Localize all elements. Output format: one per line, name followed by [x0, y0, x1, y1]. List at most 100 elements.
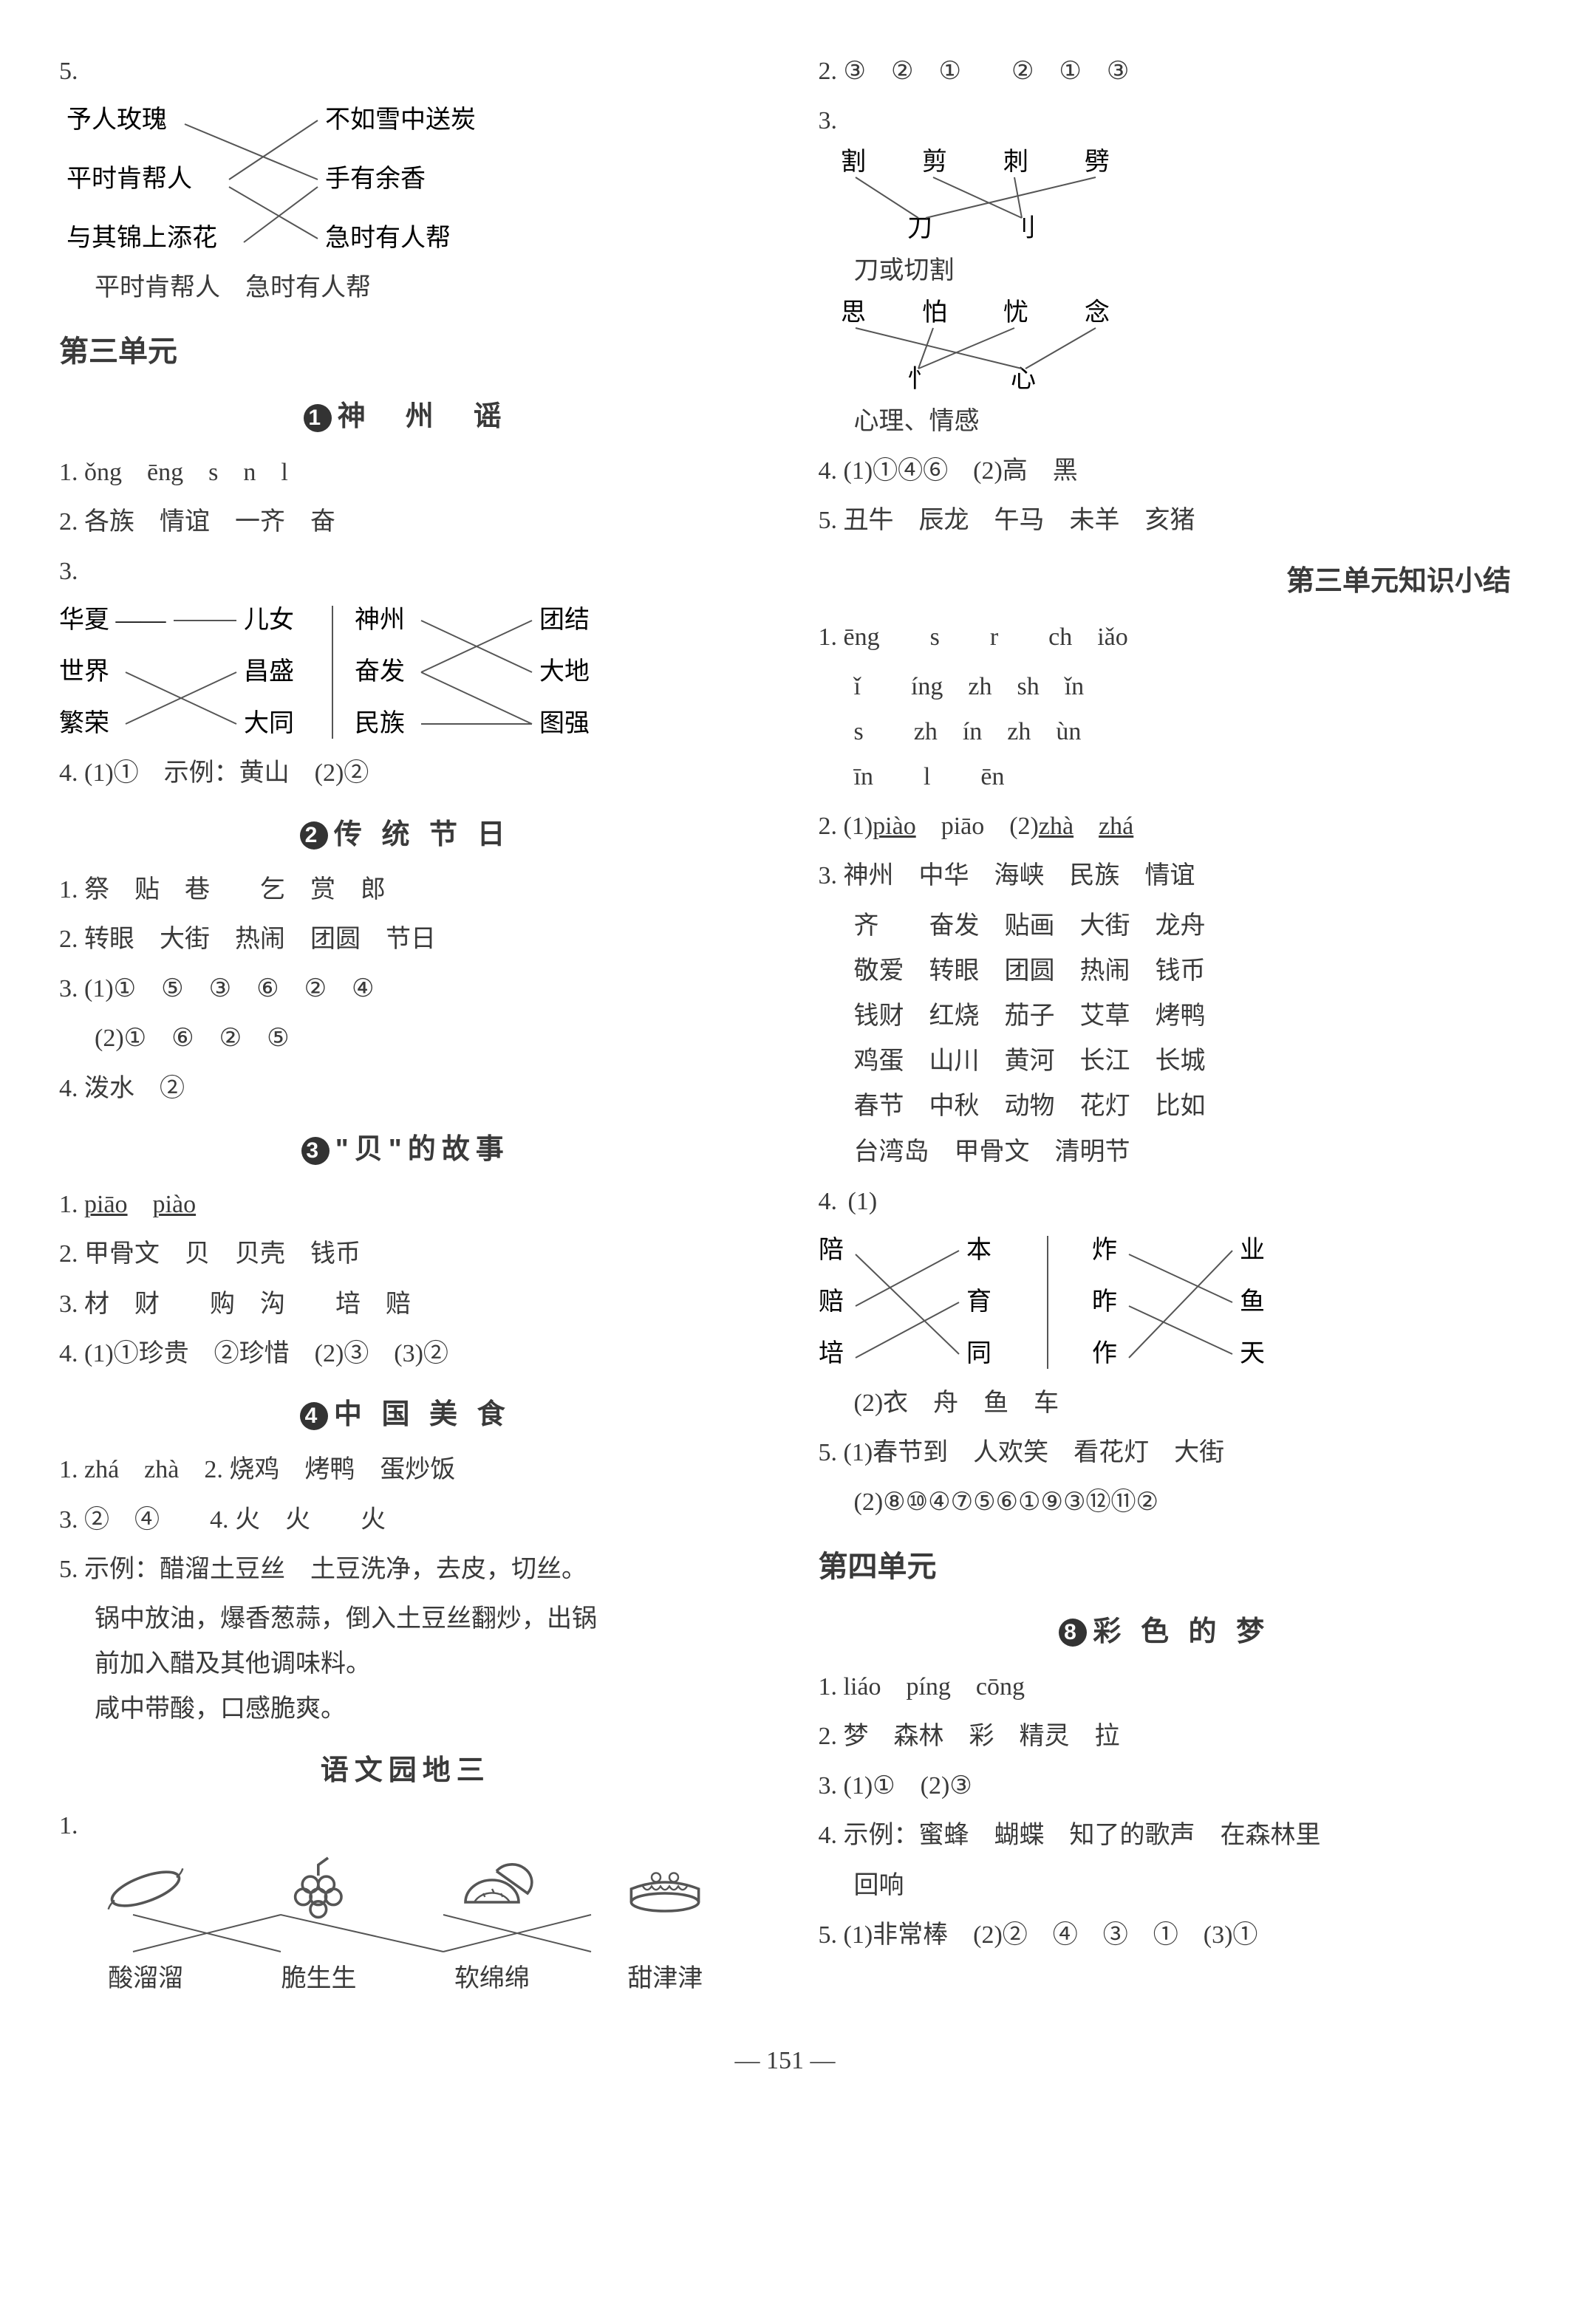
badge-2: 2 — [300, 821, 328, 850]
r-q2: 2. ③ ② ① ② ① ③ — [819, 49, 1512, 94]
svg-text:华夏 ——: 华夏 —— — [59, 606, 166, 634]
s2-q1: 1. 祭 贴 巷 乞 赏 郎 — [59, 867, 752, 912]
s4-q5b: 锅中放油，爆香葱蒜，倒入土豆丝翻炒，出锅 — [59, 1596, 752, 1641]
sum-q3r2: 齐 奋发 贴画 大街 龙舟 — [819, 903, 1512, 949]
s1-cross-diagram: 华夏 —— 儿女 世界 昌盛 繁荣 大同 神州 团结 奋发 大地 民族 图强 — [59, 598, 665, 746]
left-column: 5. 予人玫瑰 不如雪中送炭 平时肯帮人 手有余香 与其锦上添花 急时有人帮 平… — [59, 44, 752, 2009]
svg-text:鱼: 鱼 — [1240, 1288, 1265, 1316]
svg-text:陪: 陪 — [819, 1236, 844, 1264]
svg-text:与其锦上添花: 与其锦上添花 — [66, 224, 217, 252]
food-label: 脆生生 — [281, 1956, 357, 2001]
sum-q4: 4.(1) 陪 本 赔 育 培 同 炸 业 昨 鱼 作 天 — [819, 1179, 1512, 1426]
radical-meaning-2: 心理、情感 — [819, 399, 1512, 444]
badge-3: 3 — [301, 1137, 330, 1165]
svg-text:刺: 刺 — [1003, 148, 1028, 176]
svg-text:儿女: 儿女 — [244, 606, 294, 634]
s8-q1: 1. liáo píng cōng — [819, 1664, 1512, 1709]
s2-q4: 4. 泼水 ② — [59, 1066, 752, 1111]
section-2-title: 2传 统 节 日 — [59, 810, 752, 860]
svg-text:念: 念 — [1085, 298, 1110, 327]
svg-text:繁荣: 繁荣 — [59, 709, 109, 737]
s8-q4a: 4. 示例：蜜蜂 蝴蝶 知了的歌声 在森林里 — [819, 1813, 1512, 1858]
r-q4: 4. (1)①④⑥ (2)高 黑 — [819, 448, 1512, 493]
svg-text:民族: 民族 — [355, 709, 405, 737]
sum-q2: 2. (1)piào piāo (2)zhà zhá — [819, 804, 1512, 849]
s4-q1: 1. zhá zhà 2. 烧鸡 烤鸭 蛋炒饭 — [59, 1447, 752, 1492]
section-1-title: 1神 州 谣 — [59, 392, 752, 442]
svg-text:忧: 忧 — [1003, 298, 1028, 327]
s8-q5: 5. (1)非常棒 (2)② ④ ③ ① (3)① — [819, 1913, 1512, 1958]
s3-q1: 1. piāo piào — [59, 1182, 752, 1227]
svg-text:世界: 世界 — [59, 658, 109, 686]
svg-text:同: 同 — [966, 1340, 992, 1367]
s8-q4b: 回响 — [819, 1863, 1512, 1908]
s3-q4: 4. (1)①珍贵 ②珍惜 (2)③ (3)② — [59, 1331, 752, 1376]
svg-text:图强: 图强 — [539, 710, 590, 737]
svg-text:劈: 劈 — [1085, 148, 1110, 176]
food-label: 软绵绵 — [454, 1956, 530, 2001]
svg-text:育: 育 — [966, 1288, 992, 1316]
svg-text:作: 作 — [1092, 1340, 1117, 1367]
unit4-title: 第四单元 — [819, 1540, 1512, 1593]
svg-text:本: 本 — [966, 1236, 992, 1264]
sum-q1r2: ǐ íng zh sh ǐn — [819, 664, 1512, 709]
svg-text:赔: 赔 — [819, 1288, 844, 1316]
radical-diagram-1: 割 剪 刺 劈 刀 刂 — [819, 148, 1188, 244]
food-label: 酸溜溜 — [108, 1956, 183, 2001]
sum-q3r7: 台湾岛 甲骨文 清明节 — [819, 1129, 1512, 1175]
svg-text:手有余香: 手有余香 — [325, 165, 426, 193]
r-q3: 3. 割 剪 刺 劈 刀 刂 刀或切割 思 怕 忧 念 忄 心 — [819, 98, 1512, 444]
svg-text:炸: 炸 — [1092, 1236, 1117, 1264]
sum-q5a: 5. (1)春节到 人欢笑 看花灯 大街 — [819, 1430, 1512, 1475]
svg-text:奋发: 奋发 — [355, 657, 405, 686]
svg-text:刀: 刀 — [907, 215, 932, 242]
svg-text:忄: 忄 — [907, 366, 932, 393]
r-q5: 5. 丑牛 辰龙 午马 未羊 亥猪 — [819, 498, 1512, 543]
s2-q3a: 3. (1)① ⑤ ③ ⑥ ② ④ — [59, 966, 752, 1011]
svg-text:神州: 神州 — [355, 606, 405, 634]
summary-title: 第三单元知识小结 — [819, 556, 1512, 606]
s1-q2: 2. 各族 情谊 一齐 奋 — [59, 499, 752, 544]
right-column: 2. ③ ② ① ② ① ③ 3. 割 剪 刺 劈 刀 刂 刀或切割 思 怕 忧… — [819, 44, 1512, 2009]
badge-4: 4 — [300, 1402, 328, 1430]
s2-q3b: (2)① ⑥ ② ⑤ — [59, 1016, 752, 1061]
s2-q2: 2. 转眼 大街 热闹 团圆 节日 — [59, 917, 752, 962]
g3-q1: 1. 酸溜溜 脆生生 软绵绵 甜津津 — [59, 1803, 752, 2001]
s4-q3: 3. ② ④ 4. 火 火 火 — [59, 1497, 752, 1542]
s3-q2: 2. 甲骨文 贝 贝壳 钱币 — [59, 1231, 752, 1277]
item-num: 5. — [59, 49, 89, 94]
sum-q3r1: 3. 神州 中华 海峡 民族 情谊 — [819, 853, 1512, 898]
s4-q5a: 5. 示例：醋溜土豆丝 土豆洗净，去皮，切丝。 — [59, 1547, 752, 1592]
food-label: 甜津津 — [627, 1956, 703, 2001]
sum-q1r1: 1. ēng s r ch iǎo — [819, 615, 1512, 660]
section-3-title: 3"贝"的故事 — [59, 1124, 752, 1175]
radical-meaning-1: 刀或切割 — [819, 248, 1512, 293]
sum-q1r3: s zh ín zh ùn — [819, 709, 1512, 754]
svg-text:团结: 团结 — [539, 606, 590, 634]
section-8-title: 8彩 色 的 梦 — [819, 1607, 1512, 1657]
section-4-title: 4中 国 美 食 — [59, 1390, 752, 1440]
sum-q5b: (2)⑧⑩④⑦⑤⑥①⑨③⑫⑪② — [819, 1480, 1512, 1525]
unit3-title: 第三单元 — [59, 325, 752, 378]
svg-text:昌盛: 昌盛 — [244, 657, 294, 686]
s3-q3: 3. 材 财 购 沟 培 赔 — [59, 1282, 752, 1327]
sum-q3r3: 敬爱 转眼 团圆 热闹 钱币 — [819, 949, 1512, 994]
svg-text:昨: 昨 — [1092, 1288, 1117, 1316]
sum-q3r6: 春节 中秋 动物 花灯 比如 — [819, 1084, 1512, 1129]
svg-text:平时肯帮人: 平时肯帮人 — [66, 165, 192, 193]
badge-8: 8 — [1059, 1619, 1087, 1647]
svg-text:思: 思 — [841, 299, 866, 327]
page-number: — 151 — — [59, 2038, 1511, 2083]
svg-text:急时有人帮: 急时有人帮 — [325, 224, 451, 252]
svg-text:培: 培 — [819, 1339, 844, 1367]
watermelon-icon — [448, 1856, 536, 1922]
s1-q3: 3. 华夏 —— 儿女 世界 昌盛 繁荣 大同 神州 团结 奋发 大地 民族 图… — [59, 549, 752, 746]
badge-1: 1 — [304, 404, 332, 432]
s4-q5c: 前加入醋及其他调味料。 — [59, 1641, 752, 1686]
sum-q3r5: 鸡蛋 山川 黄河 长江 长城 — [819, 1039, 1512, 1084]
radical-diagram-2: 思 怕 忧 念 忄 心 — [819, 298, 1188, 394]
svg-text:割: 割 — [841, 148, 866, 176]
svg-text:心: 心 — [1011, 366, 1036, 393]
s8-q2: 2. 梦 森林 彩 精灵 拉 — [819, 1714, 1512, 1759]
sum-q4-diagram: 陪 本 赔 育 培 同 炸 业 昨 鱼 作 天 — [819, 1228, 1395, 1376]
